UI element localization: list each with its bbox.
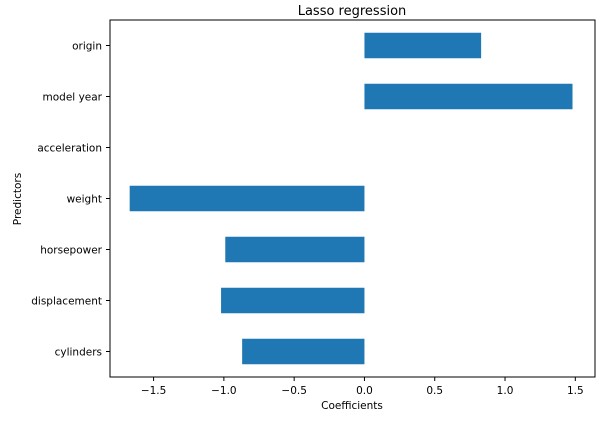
x-tick-label-0: −1.5 xyxy=(141,385,167,397)
x-tick-label-4: 0.5 xyxy=(426,385,443,397)
x-axis-label: Coefficients xyxy=(321,400,383,412)
y-tick-label-acceleration: acceleration xyxy=(37,143,102,155)
x-tick-label-5: 1.0 xyxy=(497,385,514,397)
bar-origin xyxy=(364,32,482,59)
y-axis: cylinders displacement horsepower weight acc… xyxy=(31,41,110,359)
y-axis-label: Predictors xyxy=(12,173,24,225)
bar-model-year xyxy=(364,83,573,110)
y-tick-label-model-year: model year xyxy=(43,92,103,104)
x-tick-label-6: 1.5 xyxy=(567,385,584,397)
y-tick-label-cylinders: cylinders xyxy=(55,347,102,359)
y-tick-label-displacement: displacement xyxy=(31,296,102,308)
bars-layer xyxy=(129,32,573,365)
chart-title: Lasso regression xyxy=(298,4,407,19)
bar-cylinders xyxy=(242,338,365,365)
y-tick-label-horsepower: horsepower xyxy=(40,245,102,257)
x-tick-label-3: 0.0 xyxy=(356,385,373,397)
x-axis: −1.5 −1.0 −0.5 0.0 0.5 1.0 1.5 xyxy=(141,377,584,397)
y-tick-label-origin: origin xyxy=(72,41,102,53)
bar-displacement xyxy=(221,287,365,314)
bar-horsepower xyxy=(225,236,365,263)
bar-weight xyxy=(129,185,365,212)
y-tick-label-weight: weight xyxy=(67,194,102,206)
x-tick-label-2: −0.5 xyxy=(281,385,307,397)
x-tick-label-1: −1.0 xyxy=(211,385,237,397)
